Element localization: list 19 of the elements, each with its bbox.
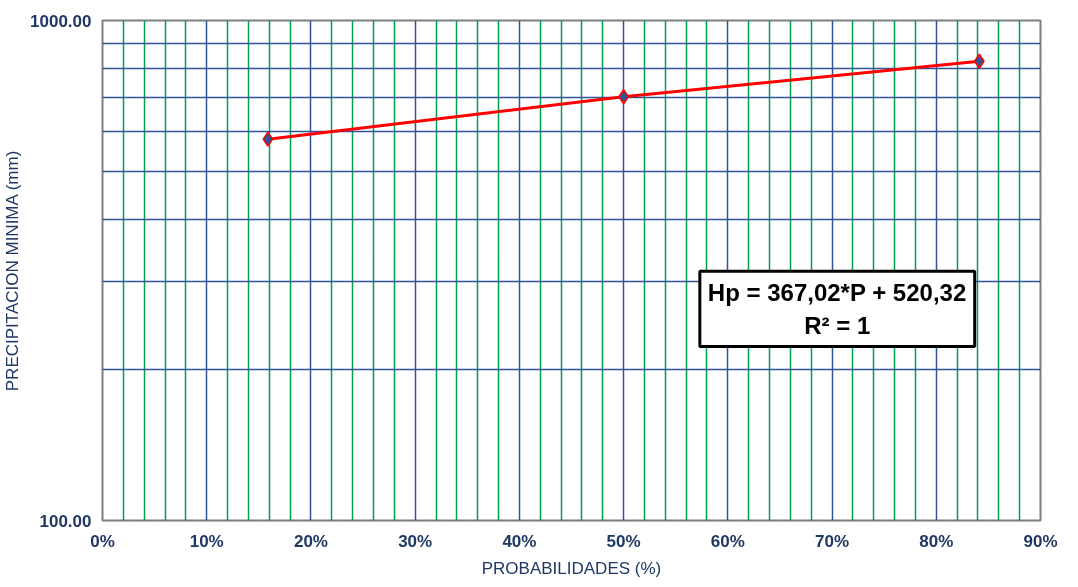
annotation: Hp = 367,02*P + 520,32 <box>707 279 967 307</box>
y-tick-label: 100.00 <box>39 511 92 531</box>
x-tick-label: 70% <box>815 531 850 551</box>
x-tick-label: 0% <box>90 531 115 551</box>
point <box>262 131 274 147</box>
y-tick-label: 1000.00 <box>30 11 92 31</box>
x-tick-label: 10% <box>189 531 224 551</box>
x-tick-label: 40% <box>502 531 537 551</box>
x-axis-title: PROBABILIDADES (%) <box>481 558 662 578</box>
point <box>973 53 985 69</box>
x-tick-label: 90% <box>1023 531 1058 551</box>
point <box>618 88 630 105</box>
annotation: R² = 1 <box>804 311 871 339</box>
x-tick-label: 30% <box>398 531 433 551</box>
x-tick-label: 50% <box>606 531 641 551</box>
x-tick-label: 80% <box>919 531 954 551</box>
y-axis-title: PRECIPITACION MINIMA (mm) <box>3 150 23 392</box>
x-tick-label: 20% <box>293 531 328 551</box>
x-tick-label: 60% <box>710 531 745 551</box>
